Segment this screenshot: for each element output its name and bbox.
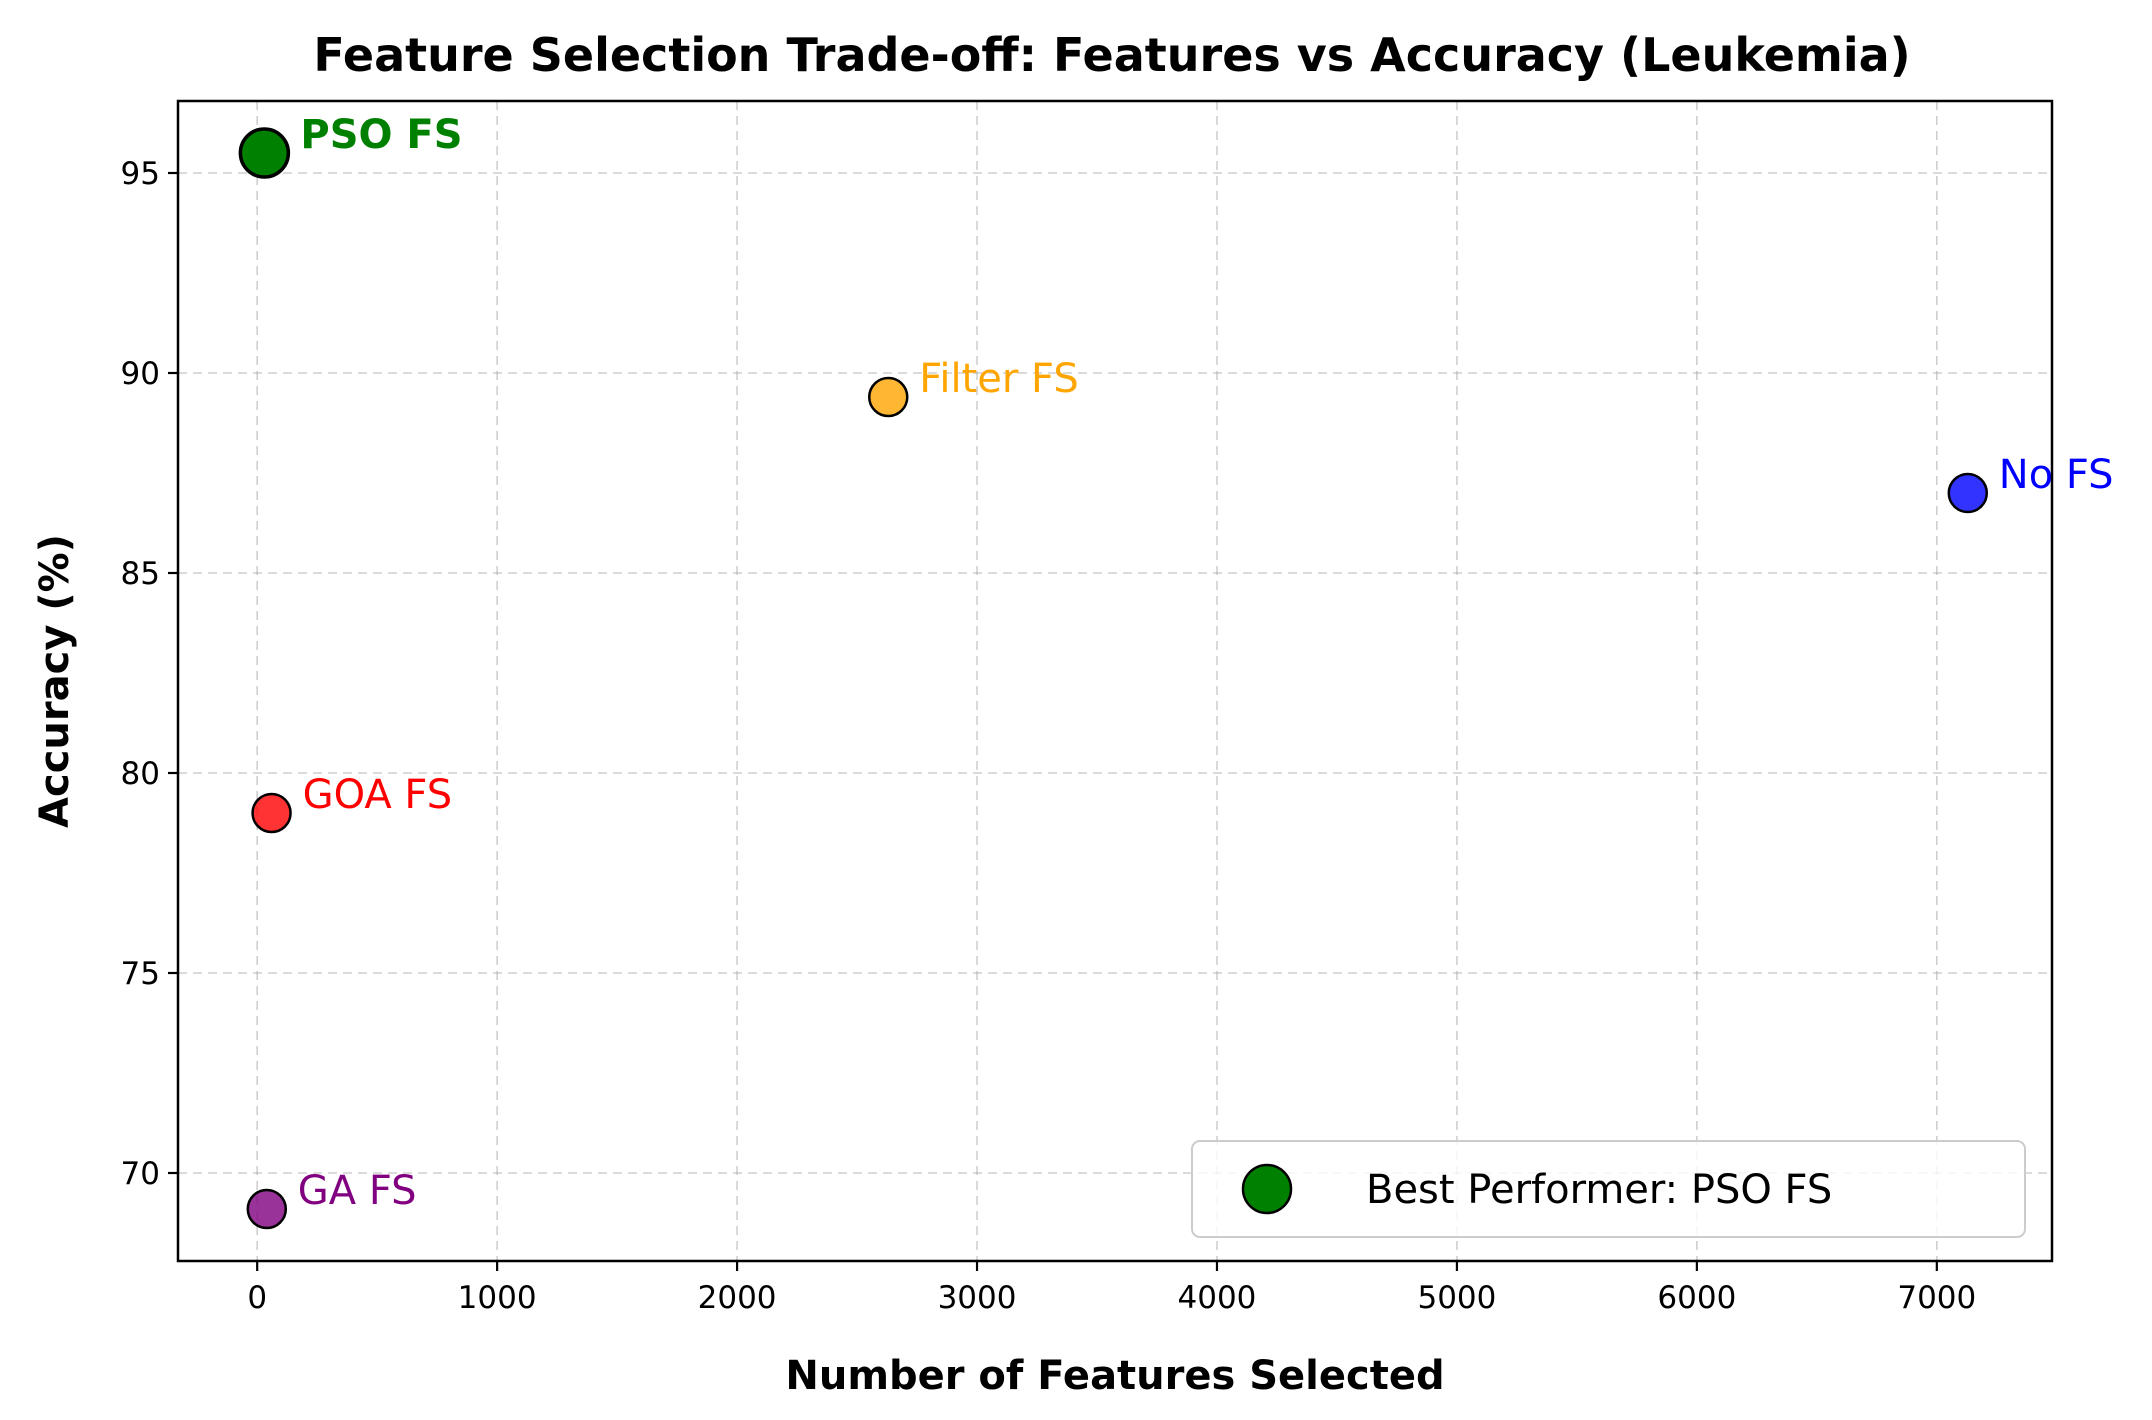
y-tick-label: 95: [121, 156, 160, 192]
data-point: [251, 792, 292, 834]
data-point: [1947, 472, 1989, 514]
y-axis-label: Accuracy (%): [32, 534, 78, 828]
data-points: No FS Filter FS PSO FS GOA FS GA FS: [238, 112, 2114, 1230]
x-tick-label: 4000: [1178, 1280, 1257, 1316]
legend-box: [1191, 1140, 2026, 1238]
x-tick-label: 0: [247, 1280, 267, 1316]
point-label: No FS: [1999, 452, 2114, 498]
chart-title: Feature Selection Trade-off: Features vs…: [313, 28, 1910, 82]
x-tick-label: 7000: [1897, 1280, 1976, 1316]
legend-label: Best Performer: PSO FS: [1366, 1167, 1832, 1213]
y-tick-label: 75: [121, 956, 160, 992]
x-tick-label: 5000: [1417, 1280, 1496, 1316]
y-axis-ticks: 70 75 80 85 90 95: [121, 156, 178, 1192]
x-axis-ticks: 0 1000 2000 3000 4000 5000 6000 7000: [247, 1261, 1976, 1316]
x-axis-label: Number of Features Selected: [785, 1353, 1444, 1399]
y-tick-label: 85: [121, 556, 160, 592]
x-tick-label: 1000: [458, 1280, 537, 1316]
point-label: GA FS: [298, 1168, 417, 1214]
plot-frame: [176, 99, 2054, 1263]
data-point: [238, 127, 291, 179]
point-label: Filter FS: [919, 356, 1078, 402]
point-label: PSO FS: [300, 112, 462, 158]
data-point: [867, 376, 909, 418]
point-label: GOA FS: [303, 772, 453, 818]
y-tick-label: 90: [121, 356, 160, 392]
data-point: [246, 1188, 288, 1230]
x-tick-label: 3000: [938, 1280, 1017, 1316]
legend: Best Performer: PSO FS: [1191, 1140, 2026, 1238]
grid: [178, 101, 2052, 1261]
y-tick-label: 70: [121, 1156, 160, 1192]
x-tick-label: 6000: [1657, 1280, 1736, 1316]
x-tick-label: 2000: [698, 1280, 777, 1316]
legend-marker: [1241, 1163, 1293, 1215]
y-tick-label: 80: [121, 756, 160, 792]
